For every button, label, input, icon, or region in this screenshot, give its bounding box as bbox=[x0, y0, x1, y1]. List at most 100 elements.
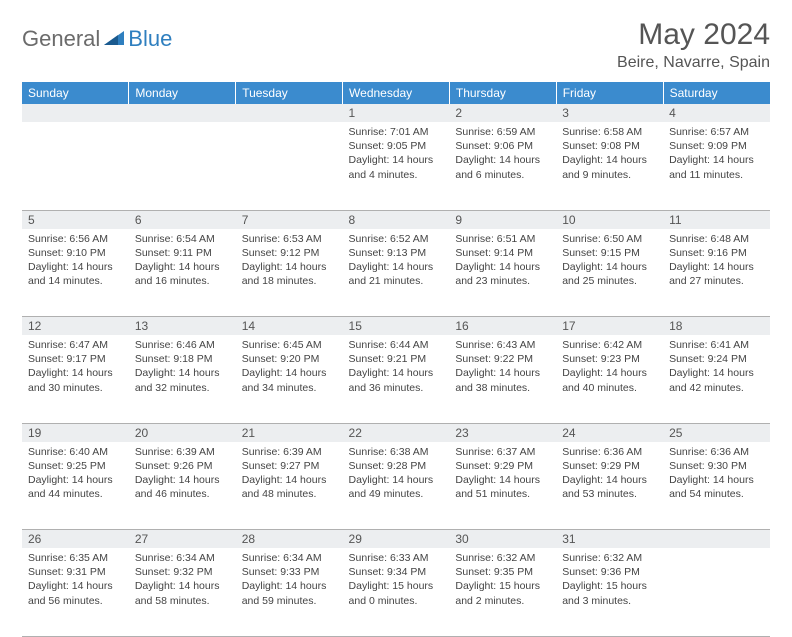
day-number: 10 bbox=[556, 211, 663, 229]
day-cell: Sunrise: 6:54 AMSunset: 9:11 PMDaylight:… bbox=[129, 229, 236, 317]
day-cell: Sunrise: 6:33 AMSunset: 9:34 PMDaylight:… bbox=[343, 548, 450, 636]
day-content: Sunrise: 6:46 AMSunset: 9:18 PMDaylight:… bbox=[129, 335, 236, 401]
day-content: Sunrise: 7:01 AMSunset: 9:05 PMDaylight:… bbox=[343, 122, 450, 188]
day-content: Sunrise: 6:41 AMSunset: 9:24 PMDaylight:… bbox=[663, 335, 770, 401]
weekday-header: Saturday bbox=[663, 82, 770, 104]
day-number: 26 bbox=[22, 530, 129, 548]
calendar-table: SundayMondayTuesdayWednesdayThursdayFrid… bbox=[22, 82, 770, 637]
day-number: 21 bbox=[236, 424, 343, 442]
day-number: 31 bbox=[556, 530, 663, 548]
day-content: Sunrise: 6:57 AMSunset: 9:09 PMDaylight:… bbox=[663, 122, 770, 188]
day-cell: Sunrise: 6:52 AMSunset: 9:13 PMDaylight:… bbox=[343, 229, 450, 317]
day-content: Sunrise: 6:47 AMSunset: 9:17 PMDaylight:… bbox=[22, 335, 129, 401]
day-number: 4 bbox=[663, 104, 770, 122]
day-content: Sunrise: 6:45 AMSunset: 9:20 PMDaylight:… bbox=[236, 335, 343, 401]
day-content: Sunrise: 6:40 AMSunset: 9:25 PMDaylight:… bbox=[22, 442, 129, 508]
week-daynum-row: 1234 bbox=[22, 104, 770, 122]
weekday-header: Sunday bbox=[22, 82, 129, 104]
month-title: May 2024 bbox=[617, 18, 770, 52]
day-content: Sunrise: 6:34 AMSunset: 9:32 PMDaylight:… bbox=[129, 548, 236, 614]
day-number: 30 bbox=[449, 530, 556, 548]
title-block: May 2024 Beire, Navarre, Spain bbox=[617, 18, 770, 72]
day-cell: Sunrise: 6:35 AMSunset: 9:31 PMDaylight:… bbox=[22, 548, 129, 636]
day-number: 16 bbox=[449, 317, 556, 335]
day-cell: Sunrise: 6:57 AMSunset: 9:09 PMDaylight:… bbox=[663, 122, 770, 210]
day-cell: Sunrise: 6:42 AMSunset: 9:23 PMDaylight:… bbox=[556, 335, 663, 423]
day-cell: Sunrise: 6:40 AMSunset: 9:25 PMDaylight:… bbox=[22, 442, 129, 530]
day-cell: Sunrise: 6:32 AMSunset: 9:35 PMDaylight:… bbox=[449, 548, 556, 636]
day-number: 18 bbox=[663, 317, 770, 335]
week-daynum-row: 567891011 bbox=[22, 210, 770, 229]
day-cell: Sunrise: 6:36 AMSunset: 9:30 PMDaylight:… bbox=[663, 442, 770, 530]
day-cell bbox=[129, 122, 236, 210]
day-number: 15 bbox=[343, 317, 450, 335]
day-cell: Sunrise: 7:01 AMSunset: 9:05 PMDaylight:… bbox=[343, 122, 450, 210]
day-content: Sunrise: 6:50 AMSunset: 9:15 PMDaylight:… bbox=[556, 229, 663, 295]
day-number bbox=[129, 104, 236, 122]
day-number bbox=[236, 104, 343, 122]
day-cell: Sunrise: 6:47 AMSunset: 9:17 PMDaylight:… bbox=[22, 335, 129, 423]
weekday-header: Thursday bbox=[449, 82, 556, 104]
day-content: Sunrise: 6:38 AMSunset: 9:28 PMDaylight:… bbox=[343, 442, 450, 508]
day-number: 28 bbox=[236, 530, 343, 548]
day-number: 29 bbox=[343, 530, 450, 548]
header: General Blue May 2024 Beire, Navarre, Sp… bbox=[22, 18, 770, 72]
day-number: 1 bbox=[343, 104, 450, 122]
day-number: 12 bbox=[22, 317, 129, 335]
day-cell: Sunrise: 6:39 AMSunset: 9:26 PMDaylight:… bbox=[129, 442, 236, 530]
brand-part1: General bbox=[22, 26, 100, 52]
day-cell: Sunrise: 6:39 AMSunset: 9:27 PMDaylight:… bbox=[236, 442, 343, 530]
day-content: Sunrise: 6:48 AMSunset: 9:16 PMDaylight:… bbox=[663, 229, 770, 295]
week-daynum-row: 12131415161718 bbox=[22, 317, 770, 336]
day-number: 6 bbox=[129, 211, 236, 229]
day-number: 17 bbox=[556, 317, 663, 335]
day-cell bbox=[236, 122, 343, 210]
day-cell: Sunrise: 6:43 AMSunset: 9:22 PMDaylight:… bbox=[449, 335, 556, 423]
day-content: Sunrise: 6:33 AMSunset: 9:34 PMDaylight:… bbox=[343, 548, 450, 614]
day-number: 24 bbox=[556, 424, 663, 442]
day-content: Sunrise: 6:54 AMSunset: 9:11 PMDaylight:… bbox=[129, 229, 236, 295]
brand-triangle-icon bbox=[104, 29, 124, 50]
day-number: 23 bbox=[449, 424, 556, 442]
day-number: 19 bbox=[22, 424, 129, 442]
week-content-row: Sunrise: 6:56 AMSunset: 9:10 PMDaylight:… bbox=[22, 229, 770, 317]
weekday-header-row: SundayMondayTuesdayWednesdayThursdayFrid… bbox=[22, 82, 770, 104]
day-cell: Sunrise: 6:37 AMSunset: 9:29 PMDaylight:… bbox=[449, 442, 556, 530]
day-content: Sunrise: 6:56 AMSunset: 9:10 PMDaylight:… bbox=[22, 229, 129, 295]
day-content: Sunrise: 6:44 AMSunset: 9:21 PMDaylight:… bbox=[343, 335, 450, 401]
day-content: Sunrise: 6:52 AMSunset: 9:13 PMDaylight:… bbox=[343, 229, 450, 295]
day-cell bbox=[22, 122, 129, 210]
day-cell: Sunrise: 6:56 AMSunset: 9:10 PMDaylight:… bbox=[22, 229, 129, 317]
day-cell: Sunrise: 6:38 AMSunset: 9:28 PMDaylight:… bbox=[343, 442, 450, 530]
day-content: Sunrise: 6:39 AMSunset: 9:27 PMDaylight:… bbox=[236, 442, 343, 508]
day-number: 27 bbox=[129, 530, 236, 548]
day-content: Sunrise: 6:36 AMSunset: 9:30 PMDaylight:… bbox=[663, 442, 770, 508]
day-content: Sunrise: 6:34 AMSunset: 9:33 PMDaylight:… bbox=[236, 548, 343, 614]
day-cell: Sunrise: 6:34 AMSunset: 9:33 PMDaylight:… bbox=[236, 548, 343, 636]
day-content: Sunrise: 6:37 AMSunset: 9:29 PMDaylight:… bbox=[449, 442, 556, 508]
week-daynum-row: 262728293031 bbox=[22, 530, 770, 549]
day-content: Sunrise: 6:53 AMSunset: 9:12 PMDaylight:… bbox=[236, 229, 343, 295]
brand-logo: General Blue bbox=[22, 18, 172, 52]
day-number: 13 bbox=[129, 317, 236, 335]
day-cell: Sunrise: 6:46 AMSunset: 9:18 PMDaylight:… bbox=[129, 335, 236, 423]
day-content: Sunrise: 6:51 AMSunset: 9:14 PMDaylight:… bbox=[449, 229, 556, 295]
week-content-row: Sunrise: 6:35 AMSunset: 9:31 PMDaylight:… bbox=[22, 548, 770, 636]
week-content-row: Sunrise: 6:47 AMSunset: 9:17 PMDaylight:… bbox=[22, 335, 770, 423]
day-content: Sunrise: 6:39 AMSunset: 9:26 PMDaylight:… bbox=[129, 442, 236, 508]
day-content: Sunrise: 6:59 AMSunset: 9:06 PMDaylight:… bbox=[449, 122, 556, 188]
week-content-row: Sunrise: 7:01 AMSunset: 9:05 PMDaylight:… bbox=[22, 122, 770, 210]
day-content: Sunrise: 6:42 AMSunset: 9:23 PMDaylight:… bbox=[556, 335, 663, 401]
day-content: Sunrise: 6:58 AMSunset: 9:08 PMDaylight:… bbox=[556, 122, 663, 188]
week-content-row: Sunrise: 6:40 AMSunset: 9:25 PMDaylight:… bbox=[22, 442, 770, 530]
day-number bbox=[663, 530, 770, 548]
day-number: 9 bbox=[449, 211, 556, 229]
day-number: 11 bbox=[663, 211, 770, 229]
day-content: Sunrise: 6:32 AMSunset: 9:35 PMDaylight:… bbox=[449, 548, 556, 614]
day-cell: Sunrise: 6:51 AMSunset: 9:14 PMDaylight:… bbox=[449, 229, 556, 317]
day-cell: Sunrise: 6:50 AMSunset: 9:15 PMDaylight:… bbox=[556, 229, 663, 317]
day-cell: Sunrise: 6:44 AMSunset: 9:21 PMDaylight:… bbox=[343, 335, 450, 423]
day-cell: Sunrise: 6:36 AMSunset: 9:29 PMDaylight:… bbox=[556, 442, 663, 530]
day-content: Sunrise: 6:32 AMSunset: 9:36 PMDaylight:… bbox=[556, 548, 663, 614]
week-daynum-row: 19202122232425 bbox=[22, 423, 770, 442]
